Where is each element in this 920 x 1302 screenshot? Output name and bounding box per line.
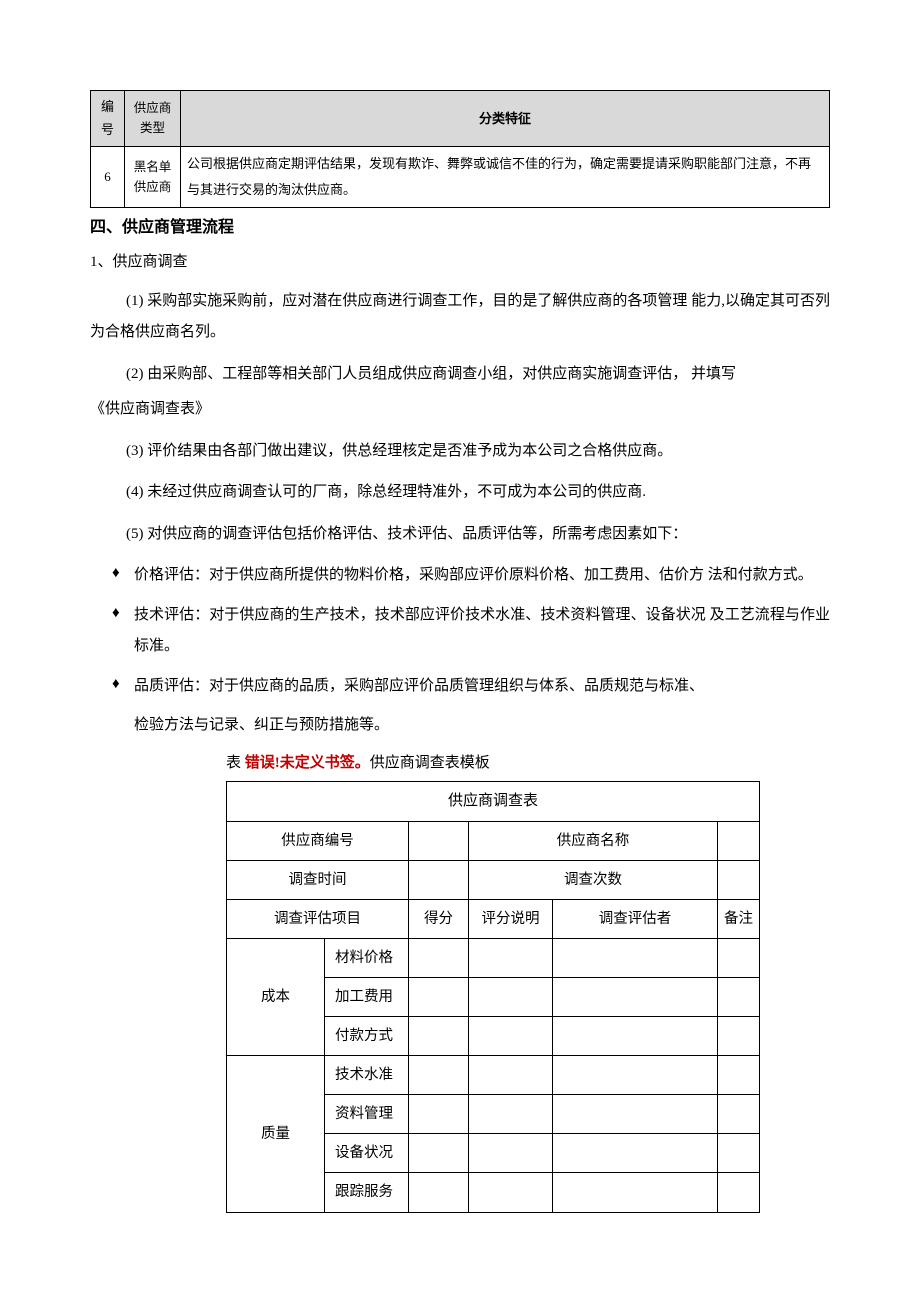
t2-assessor-cell xyxy=(553,1173,718,1212)
t2-item: 技术水准 xyxy=(325,1056,409,1095)
t2-item: 设备状况 xyxy=(325,1134,409,1173)
t2-note-cell xyxy=(718,1056,760,1095)
classification-table: 编 号 供应商 类型 分类特征 6 黑名单 供应商 公司根据供应商定期评估结果，… xyxy=(90,90,830,208)
diamond-icon: ♦ xyxy=(112,600,134,627)
t2-score-cell xyxy=(409,977,469,1016)
t2-survey-time-val xyxy=(409,860,469,899)
bullet-quality-text2: 检验方法与记录、纠正与预防措施等。 xyxy=(90,710,830,742)
t2-score-cell xyxy=(409,1056,469,1095)
t2-note-cell xyxy=(718,1134,760,1173)
bullet-tech-text: 技术评估：对于供应商的生产技术，技术部应评价技术水准、技术资料管理、设备状况 及… xyxy=(134,600,830,663)
section-heading: 四、供应商管理流程 xyxy=(90,214,830,243)
t2-note-cell xyxy=(718,938,760,977)
t2-desc-cell xyxy=(469,1056,553,1095)
para-3: (3) 评价结果由各部门做出建议，供总经理核定是否准予成为本公司之合格供应商。 xyxy=(90,436,830,468)
t2-note-cell xyxy=(718,977,760,1016)
survey-table: 供应商调查表 供应商编号 供应商名称 调查时间 调查次数 调查评估项目 得分 评… xyxy=(226,781,760,1213)
t2-item: 付款方式 xyxy=(325,1017,409,1056)
t1-h-num: 编 号 xyxy=(91,91,125,147)
t2-note-cell xyxy=(718,1017,760,1056)
diamond-icon: ♦ xyxy=(112,560,134,587)
t2-desc-cell xyxy=(469,1173,553,1212)
t1-h-feature: 分类特征 xyxy=(181,91,830,147)
t2-desc-cell xyxy=(469,1134,553,1173)
bullet-price: ♦ 价格评估：对于供应商所提供的物料价格，采购部应评价原料价格、加工费用、估价方… xyxy=(90,560,830,592)
t2-supplier-name-val xyxy=(718,821,760,860)
t2-score-cell xyxy=(409,1017,469,1056)
t2-hdr-item: 调查评估项目 xyxy=(227,899,409,938)
t2-note-cell xyxy=(718,1173,760,1212)
para-5: (5) 对供应商的调查评估包括价格评估、技术评估、品质评估等，所需考虑因素如下： xyxy=(90,519,830,551)
t2-score-cell xyxy=(409,1134,469,1173)
t2-item: 加工费用 xyxy=(325,977,409,1016)
t2-hdr-note: 备注 xyxy=(718,899,760,938)
t2-title: 供应商调查表 xyxy=(227,781,760,821)
caption-error: 错误!未定义书签。 xyxy=(245,755,370,771)
t2-desc-cell xyxy=(469,1095,553,1134)
t2-desc-cell xyxy=(469,938,553,977)
t2-hdr-assessor: 调查评估者 xyxy=(553,899,718,938)
t1-cell-num: 6 xyxy=(91,146,125,207)
t2-survey-count-val xyxy=(718,860,760,899)
t2-category: 质量 xyxy=(227,1056,325,1212)
t2-survey-count-label: 调查次数 xyxy=(469,860,718,899)
t2-score-cell xyxy=(409,1173,469,1212)
t2-hdr-score: 得分 xyxy=(409,899,469,938)
para-2b: 《供应商调查表》 xyxy=(90,394,830,426)
para-2a: (2) 由采购部、工程部等相关部门人员组成供应商调查小组，对供应商实施调查评估，… xyxy=(90,359,830,391)
t1-cell-type: 黑名单 供应商 xyxy=(125,146,181,207)
caption-prefix: 表 xyxy=(226,755,245,771)
t2-assessor-cell xyxy=(553,1017,718,1056)
diamond-icon: ♦ xyxy=(112,671,134,698)
t2-supplier-id-val xyxy=(409,821,469,860)
caption-suffix: 供应商调查表模板 xyxy=(370,755,490,771)
para-4: (4) 未经过供应商调查认可的厂商，除总经理特准外，不可成为本公司的供应商. xyxy=(90,477,830,509)
t2-category: 成本 xyxy=(227,938,325,1055)
t2-assessor-cell xyxy=(553,1056,718,1095)
t2-desc-cell xyxy=(469,977,553,1016)
t2-assessor-cell xyxy=(553,1095,718,1134)
t2-supplier-id-label: 供应商编号 xyxy=(227,821,409,860)
t2-item: 跟踪服务 xyxy=(325,1173,409,1212)
t1-h-type: 供应商 类型 xyxy=(125,91,181,147)
t2-assessor-cell xyxy=(553,977,718,1016)
t2-score-cell xyxy=(409,938,469,977)
table2-caption: 表 错误!未定义书签。供应商调查表模板 xyxy=(90,750,830,777)
t2-supplier-name-label: 供应商名称 xyxy=(469,821,718,860)
subsection-1-lead: 1、供应商调查 xyxy=(90,249,830,276)
bullet-price-text: 价格评估：对于供应商所提供的物料价格，采购部应评价原料价格、加工费用、估价方 法… xyxy=(134,560,830,592)
bullet-quality-text1: 品质评估：对于供应商的品质，采购部应评价品质管理组织与体系、品质规范与标准、 xyxy=(134,671,830,703)
t2-desc-cell xyxy=(469,1017,553,1056)
para-1: (1) 采购部实施采购前，应对潜在供应商进行调查工作，目的是了解供应商的各项管理… xyxy=(90,286,830,349)
t2-hdr-desc: 评分说明 xyxy=(469,899,553,938)
t2-item: 资料管理 xyxy=(325,1095,409,1134)
t2-note-cell xyxy=(718,1095,760,1134)
t2-score-cell xyxy=(409,1095,469,1134)
t2-assessor-cell xyxy=(553,1134,718,1173)
t2-assessor-cell xyxy=(553,938,718,977)
t2-survey-time-label: 调查时间 xyxy=(227,860,409,899)
t2-item: 材料价格 xyxy=(325,938,409,977)
bullet-tech: ♦ 技术评估：对于供应商的生产技术，技术部应评价技术水准、技术资料管理、设备状况… xyxy=(90,600,830,663)
bullet-quality: ♦ 品质评估：对于供应商的品质，采购部应评价品质管理组织与体系、品质规范与标准、 xyxy=(90,671,830,703)
t1-cell-feature: 公司根据供应商定期评估结果，发现有欺诈、舞弊或诚信不佳的行为，确定需要提请采购职… xyxy=(181,146,830,207)
